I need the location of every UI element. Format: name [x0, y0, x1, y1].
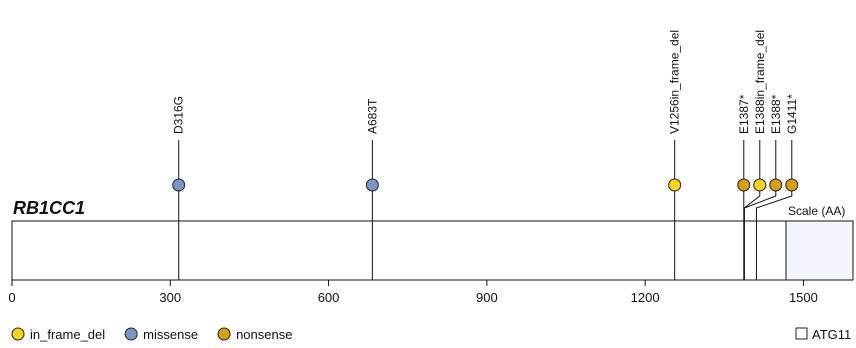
legend-label-nonsense: nonsense [236, 327, 292, 342]
tick-label: 1200 [631, 290, 660, 305]
domain-atg11 [785, 220, 854, 281]
tick-label: 900 [476, 290, 498, 305]
mutation-label: D316G [172, 96, 186, 134]
mutation-label: A683T [365, 98, 379, 134]
mutation-head-nonsense[interactable] [737, 178, 751, 192]
tick-label: 1500 [789, 290, 818, 305]
domains-layer [785, 220, 854, 281]
stems-layer [178, 140, 793, 280]
mutation-label: G1411* [785, 94, 799, 134]
tick-label: 0 [8, 290, 15, 305]
legend-swatch-nonsense [217, 327, 231, 341]
legend-label-domain: ATG11 [812, 327, 851, 342]
mutation-head-in_frame_del[interactable] [753, 178, 767, 192]
mutation-head-nonsense[interactable] [769, 178, 783, 192]
tick-label: 600 [318, 290, 340, 305]
gene-name: RB1CC1 [13, 198, 85, 218]
legend-label-missense: missense [143, 327, 198, 342]
x-axis: 0 300 600 900 1200 1500 [8, 280, 818, 305]
mutation-head-in_frame_del[interactable] [668, 178, 682, 192]
mutation-stem [743, 185, 777, 280]
mutation-stem [743, 185, 761, 280]
tick-label: 300 [159, 290, 181, 305]
legend-label-in_frame_del: in_frame_del [30, 327, 105, 342]
mutation-label: E1388in_frame_del [753, 30, 767, 134]
mutation-label: E1387* [737, 94, 751, 134]
legend-swatch-in_frame_del [11, 327, 25, 341]
protein-bar [11, 220, 854, 281]
legend-swatch-missense [124, 327, 138, 341]
labels-layer: D316G A683T V1256in_frame_del E1387* E1388in… [172, 30, 799, 134]
scale-label: Scale (AA) [788, 204, 845, 218]
mutation-head-missense[interactable] [365, 178, 379, 192]
legend-swatch-domain [795, 327, 808, 340]
mutation-label: V1256in_frame_del [668, 30, 682, 134]
mutation-head-nonsense[interactable] [785, 178, 799, 192]
heads-layer [172, 178, 799, 192]
legend: in_frame_del missense nonsense ATG11 [11, 327, 851, 342]
mutation-head-missense[interactable] [172, 178, 186, 192]
mutation-label: E1388* [769, 94, 783, 134]
